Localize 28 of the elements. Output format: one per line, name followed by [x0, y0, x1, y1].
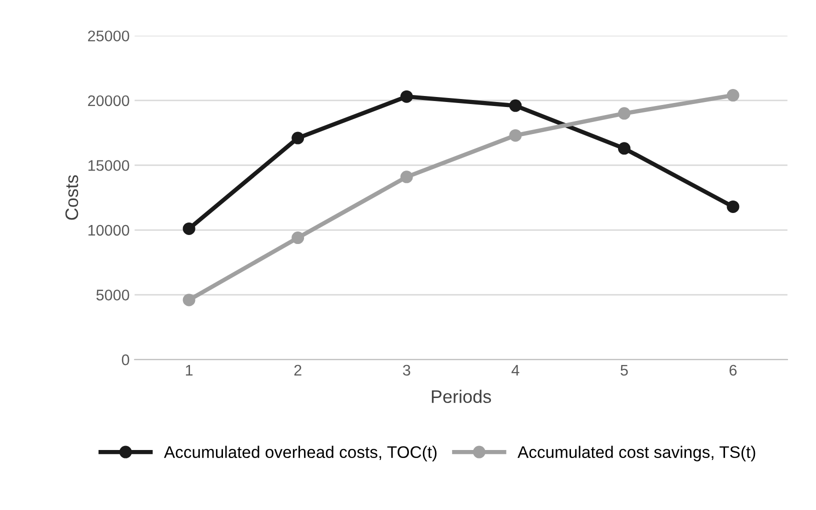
legend-label: Accumulated cost savings, TS(t) [518, 446, 756, 462]
y-tick-label: 0 [122, 354, 130, 366]
point [726, 89, 740, 102]
point [726, 200, 740, 213]
y-tick-label: 25000 [88, 30, 130, 42]
x-tick-label: 4 [512, 364, 520, 376]
point [618, 142, 630, 155]
y-tick-label: 10000 [88, 224, 130, 236]
point [182, 222, 196, 235]
y-tick-label: 5000 [96, 290, 130, 300]
point [292, 232, 304, 244]
x-tick-label: 2 [294, 364, 302, 376]
x-tick-label: 3 [402, 364, 410, 376]
point [509, 99, 522, 112]
legend-label: Accumulated overhead costs, TOC(t) [164, 446, 437, 462]
x-axis-title: Periods [432, 390, 491, 404]
y-tick-label: 15000 [88, 160, 130, 171]
x-tick-label: 6 [730, 364, 737, 376]
x-tick-label: 5 [620, 364, 628, 376]
point [292, 132, 304, 144]
y-axis-title: Costs [65, 175, 78, 220]
point [400, 170, 413, 184]
y-tick-label: 20000 [88, 95, 130, 106]
point [618, 107, 630, 120]
point [509, 129, 522, 142]
point [182, 294, 196, 306]
x-tick-label: 1 [186, 364, 193, 376]
point [400, 90, 413, 103]
